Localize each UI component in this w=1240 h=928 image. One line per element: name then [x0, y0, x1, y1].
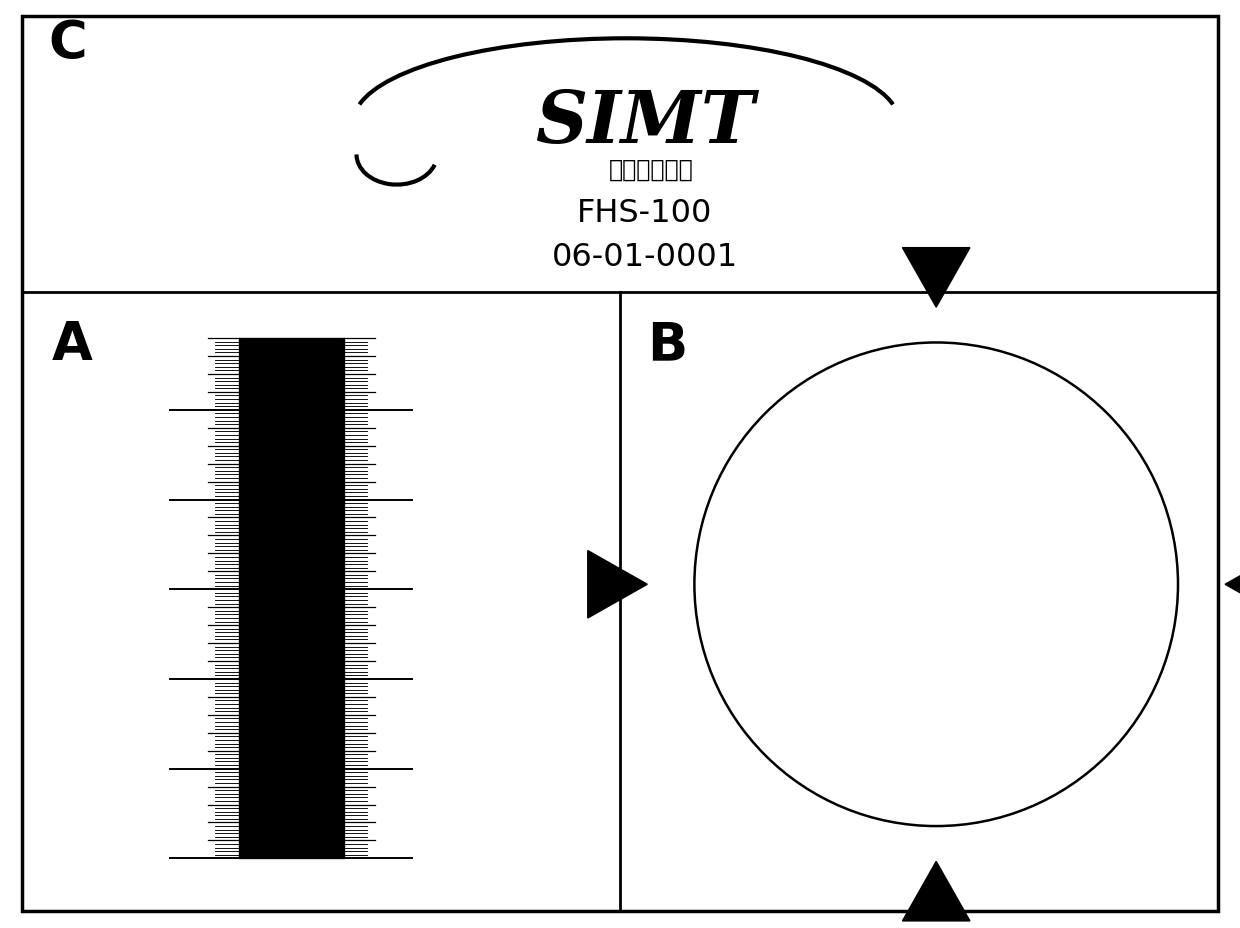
Polygon shape	[903, 861, 970, 921]
Polygon shape	[1225, 551, 1240, 618]
Text: A: A	[52, 319, 92, 371]
Text: FHS-100: FHS-100	[577, 198, 713, 229]
Text: B: B	[647, 319, 687, 371]
Text: C: C	[48, 18, 88, 70]
Text: 06-01-0001: 06-01-0001	[552, 242, 738, 273]
Bar	[238, 339, 343, 858]
Polygon shape	[903, 249, 970, 308]
Text: SIMT: SIMT	[534, 87, 755, 159]
Text: 上海计量测试: 上海计量测试	[609, 158, 693, 182]
Polygon shape	[588, 551, 647, 618]
